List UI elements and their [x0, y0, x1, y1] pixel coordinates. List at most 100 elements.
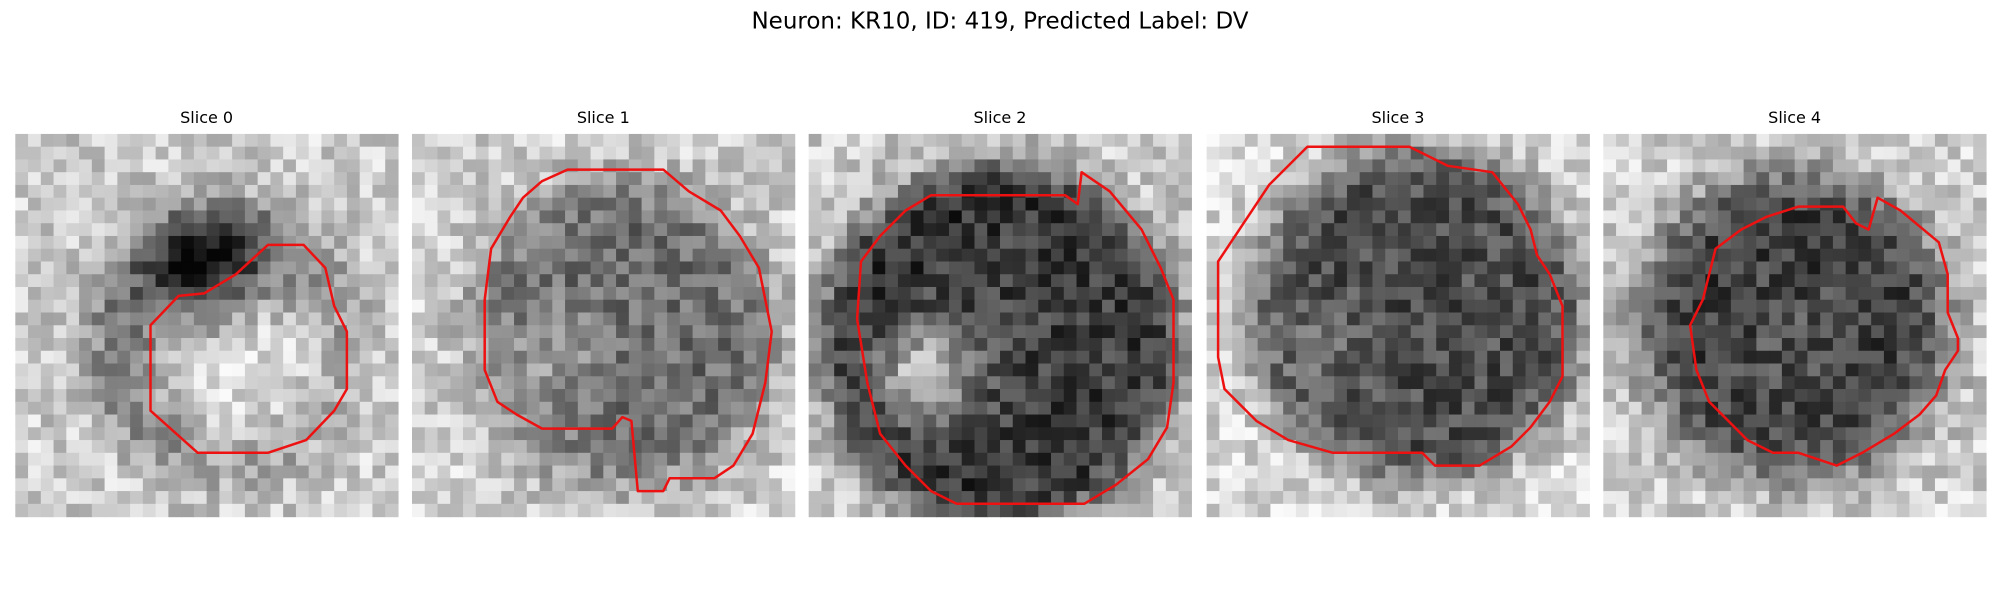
- pixel: [565, 440, 579, 454]
- pixel: [897, 440, 912, 454]
- pixel: [15, 184, 29, 199]
- pixel: [1616, 389, 1630, 403]
- pixel: [1051, 235, 1065, 250]
- pixel: [219, 146, 233, 161]
- pixel: [1960, 274, 1974, 288]
- pixel: [1410, 248, 1425, 263]
- pixel: [872, 274, 886, 288]
- pixel: [411, 440, 426, 454]
- pixel: [1603, 491, 1617, 505]
- pixel: [821, 299, 835, 314]
- pixel: [859, 491, 874, 505]
- pixel: [1244, 261, 1259, 275]
- pixel: [1000, 325, 1014, 339]
- pixel: [526, 172, 541, 186]
- pixel: [667, 465, 681, 479]
- pixel: [1641, 363, 1655, 377]
- pixel: [1232, 133, 1246, 148]
- pixel: [1308, 184, 1323, 199]
- pixel: [1616, 235, 1630, 250]
- pixel: [130, 440, 144, 454]
- pixel: [654, 312, 668, 326]
- pixel: [1244, 363, 1259, 377]
- pixel: [565, 350, 579, 365]
- pixel: [897, 159, 912, 173]
- pixel: [910, 389, 925, 403]
- pixel: [1705, 350, 1719, 365]
- pixel: [769, 491, 783, 505]
- pixel: [1270, 197, 1284, 212]
- pixel: [1000, 338, 1014, 352]
- pixel: [334, 235, 348, 250]
- pixel: [1089, 299, 1103, 314]
- pixel: [603, 503, 617, 518]
- pixel: [552, 235, 566, 250]
- pixel: [79, 503, 93, 518]
- roi-contour: [1688, 196, 1960, 467]
- pixel: [654, 133, 668, 148]
- pixel: [756, 235, 770, 250]
- pixel: [1257, 159, 1272, 173]
- pixel: [1832, 491, 1847, 505]
- pixel: [730, 286, 745, 301]
- pixel: [1153, 286, 1167, 301]
- pixel: [1232, 427, 1246, 441]
- pixel: [1102, 376, 1116, 390]
- pixel: [1538, 146, 1552, 161]
- pixel: [142, 248, 157, 263]
- pixel: [1794, 248, 1808, 263]
- pixel: [1487, 363, 1501, 377]
- pixel: [1089, 312, 1103, 326]
- pixel: [1487, 440, 1501, 454]
- pixel: [283, 172, 297, 186]
- pixel: [1896, 338, 1911, 352]
- pixel: [1102, 235, 1116, 250]
- slice-panel: Slice 2: [808, 108, 1192, 518]
- pixel: [948, 401, 963, 416]
- pixel: [1641, 452, 1655, 467]
- pixel: [270, 274, 284, 288]
- pixel: [155, 235, 169, 250]
- pixel: [1603, 465, 1617, 479]
- pixel: [411, 363, 426, 377]
- pixel: [79, 299, 93, 314]
- pixel: [1000, 350, 1014, 365]
- pixel: [1025, 312, 1039, 326]
- pixel: [1769, 350, 1783, 365]
- pixel: [1461, 503, 1476, 518]
- pixel: [846, 350, 861, 365]
- pixel: [1794, 235, 1808, 250]
- pixel: [463, 478, 477, 492]
- pixel: [53, 235, 67, 250]
- pixel: [769, 414, 783, 428]
- pixel: [1718, 223, 1732, 237]
- pixel: [1922, 503, 1936, 518]
- pixel: [1283, 452, 1297, 467]
- pixel: [155, 350, 169, 365]
- pixel: [936, 325, 950, 339]
- pixel: [1270, 274, 1284, 288]
- pixel: [872, 146, 886, 161]
- pixel: [206, 427, 220, 441]
- pixel: [1973, 172, 1987, 186]
- pixel: [1346, 325, 1361, 339]
- pixel: [1628, 427, 1643, 441]
- pixel: [1102, 389, 1116, 403]
- pixel: [1321, 325, 1335, 339]
- pixel: [104, 389, 118, 403]
- pixel: [424, 389, 439, 403]
- pixel: [1603, 440, 1617, 454]
- pixel: [821, 325, 835, 339]
- pixel: [424, 503, 439, 518]
- pixel: [1820, 235, 1834, 250]
- pixel: [1487, 401, 1501, 416]
- pixel: [667, 146, 681, 161]
- pixel: [1219, 210, 1233, 224]
- pixel: [1474, 223, 1488, 237]
- pixel: [334, 286, 348, 301]
- pixel: [948, 363, 963, 377]
- pixel: [1461, 274, 1476, 288]
- pixel: [104, 452, 118, 467]
- pixel: [1832, 376, 1847, 390]
- pixel: [1743, 414, 1757, 428]
